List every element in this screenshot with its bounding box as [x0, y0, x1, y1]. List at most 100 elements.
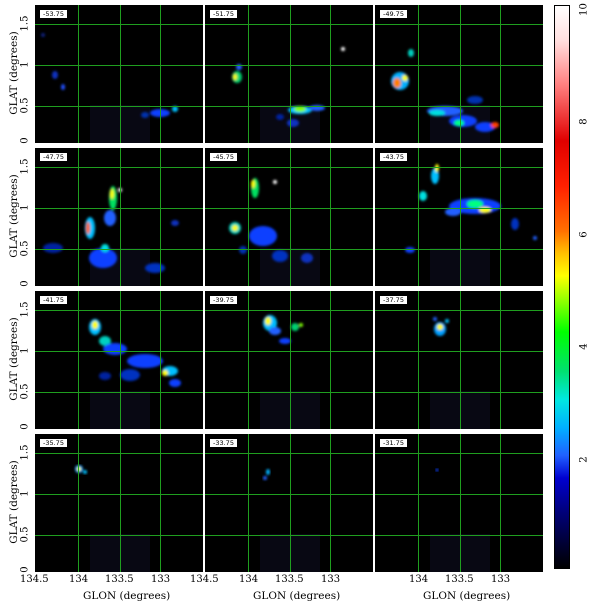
colorbar-tick-label: 8: [578, 118, 590, 125]
channel-panel: -37.75: [375, 291, 543, 429]
velocity-label: -39.75: [210, 296, 237, 304]
emission-blob: [110, 189, 114, 199]
grid-line-horizontal: [35, 392, 203, 393]
emission-blob: [402, 75, 408, 81]
velocity-label: -53.75: [40, 10, 67, 18]
emission-blob: [533, 236, 537, 240]
emission-blob: [467, 96, 483, 104]
emission-blob: [103, 343, 127, 355]
emission-blob: [61, 84, 65, 90]
velocity-label: -41.75: [40, 296, 67, 304]
grid-line-vertical: [248, 434, 249, 572]
emission-blob: [276, 114, 284, 120]
emission-blob: [92, 321, 98, 329]
grid-line-horizontal: [205, 208, 373, 209]
x-tick-label: 133: [151, 574, 171, 585]
emission-map: [260, 315, 320, 429]
grid-line-vertical: [330, 434, 331, 572]
grid-line-vertical: [120, 434, 121, 572]
grid-line-vertical: [330, 5, 331, 143]
grid-line-vertical: [500, 291, 501, 429]
channel-panel: -41.75: [35, 291, 203, 429]
grid-line-vertical: [160, 291, 161, 429]
grid-line-vertical: [78, 5, 79, 143]
grid-line-horizontal: [375, 310, 543, 311]
emission-blob: [467, 200, 483, 208]
emission-map: [260, 469, 320, 572]
y-tick-label: 0: [19, 280, 31, 287]
grid-line-vertical: [500, 5, 501, 143]
emission-map: [391, 49, 499, 143]
y-axis-label: GLAT (degrees): [8, 460, 20, 544]
grid-line-vertical: [460, 5, 461, 143]
velocity-label: -37.75: [380, 296, 407, 304]
emission-map: [405, 164, 537, 286]
emission-blob: [341, 47, 345, 51]
velocity-label: -33.75: [210, 439, 237, 447]
grid-line-horizontal: [35, 310, 203, 311]
emission-blob: [299, 323, 303, 327]
emission-blob: [291, 323, 299, 331]
grid-line-vertical: [160, 5, 161, 143]
grid-line-vertical: [460, 434, 461, 572]
grid-line-horizontal: [205, 392, 373, 393]
x-tick-label: 133: [321, 574, 341, 585]
emission-blob: [99, 336, 111, 346]
emission-blob: [86, 222, 90, 234]
y-tick-label: 0: [19, 137, 31, 144]
emission-blob: [104, 210, 116, 226]
grid-line-vertical: [160, 148, 161, 286]
grid-line-vertical: [500, 434, 501, 572]
grid-line-vertical: [78, 434, 79, 572]
emission-blob: [120, 369, 140, 381]
grid-line-vertical: [120, 291, 121, 429]
grid-line-horizontal: [375, 392, 543, 393]
colorbar-tick-label: 2: [578, 456, 590, 463]
emission-blob: [169, 379, 181, 387]
grid-line-horizontal: [35, 208, 203, 209]
emission-blob: [433, 317, 437, 321]
y-tick-label: 0.5: [19, 383, 31, 400]
y-tick-label: 0.5: [19, 97, 31, 114]
grid-line-vertical: [248, 291, 249, 429]
emission-blob: [454, 120, 464, 126]
grid-line-horizontal: [35, 494, 203, 495]
emission-blob: [435, 164, 439, 172]
velocity-label: -47.75: [40, 153, 67, 161]
emission-blob: [239, 246, 247, 254]
y-axis-label: GLAT (degrees): [8, 31, 20, 115]
emission-map: [229, 178, 320, 286]
velocity-label: -43.75: [380, 153, 407, 161]
grid-line-horizontal: [205, 167, 373, 168]
emission-blob: [273, 180, 277, 184]
grid-line-horizontal: [205, 310, 373, 311]
emission-blob: [249, 226, 277, 246]
grid-line-horizontal: [205, 65, 373, 66]
emission-blob: [41, 33, 45, 37]
velocity-label: -51.75: [210, 10, 237, 18]
grid-line-horizontal: [375, 249, 543, 250]
colorbar: [554, 5, 570, 569]
grid-line-vertical: [330, 291, 331, 429]
channel-panel: -49.75: [375, 5, 543, 143]
grid-line-vertical: [290, 291, 291, 429]
emission-blob: [162, 370, 168, 376]
emission-map: [75, 465, 150, 572]
grid-line-vertical: [418, 434, 419, 572]
emission-map: [43, 186, 179, 286]
grid-line-vertical: [418, 291, 419, 429]
y-tick-label: 1.5: [19, 301, 31, 318]
y-tick-label: 1.5: [19, 15, 31, 32]
colorbar-tick-label: 10: [578, 3, 590, 16]
grid-line-vertical: [290, 5, 291, 143]
grid-line-horizontal: [205, 106, 373, 107]
channel-panel: -51.75: [205, 5, 373, 143]
grid-line-horizontal: [35, 65, 203, 66]
emission-blob: [272, 250, 288, 262]
y-tick-label: 1.5: [19, 158, 31, 175]
emission-blob: [405, 247, 415, 253]
x-axis-label: GLON (degrees): [253, 590, 341, 602]
grid-line-vertical: [78, 148, 79, 286]
grid-line-horizontal: [375, 106, 543, 107]
